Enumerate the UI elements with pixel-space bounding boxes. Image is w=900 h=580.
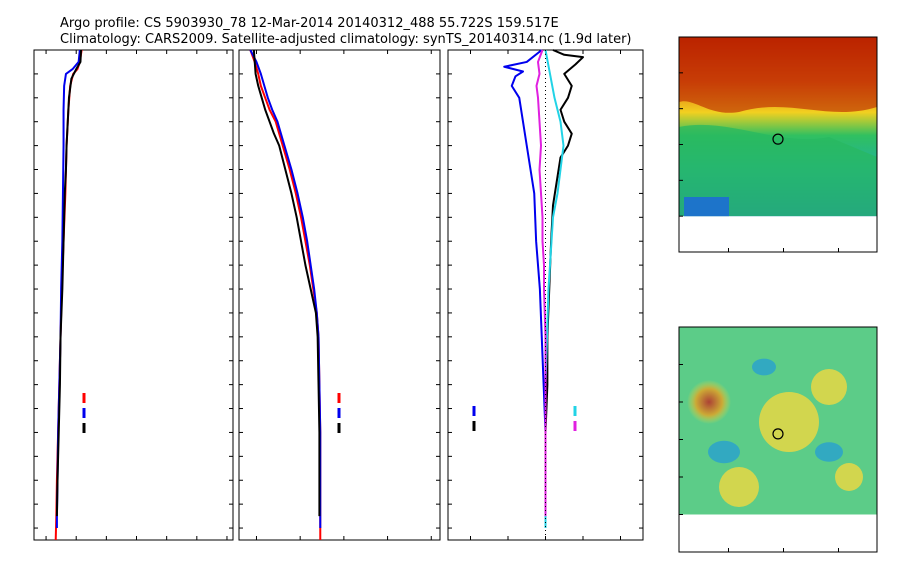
difference-panel xyxy=(447,49,644,541)
plot-frame xyxy=(238,49,441,541)
series-line-argo-raw-qc xyxy=(252,49,321,517)
float-position-marker xyxy=(772,133,784,145)
series-line-argo-raw-qc xyxy=(55,49,83,517)
sla-anomaly xyxy=(719,467,759,507)
sla-low xyxy=(708,440,740,464)
sla-anomaly xyxy=(811,369,847,405)
sla-anomaly xyxy=(759,392,819,452)
sst-map-panel xyxy=(678,36,878,253)
warm-region xyxy=(679,37,877,113)
salinity-panel xyxy=(238,49,441,541)
cool-region xyxy=(679,124,877,217)
series-line-t-satellite xyxy=(503,49,547,529)
sla-low xyxy=(815,442,843,462)
sla-anomaly xyxy=(835,463,863,491)
temperature-panel xyxy=(33,49,234,541)
header-line-2: Climatology: CARS2009. Satellite-adjuste… xyxy=(60,32,632,47)
sla-map-panel xyxy=(678,326,878,553)
float-position-marker xyxy=(772,428,784,440)
series-line-s-argo-adj xyxy=(535,49,547,517)
header-line-1: Argo profile: CS 5903930_78 12-Mar-2014 … xyxy=(60,16,559,31)
series-line-t-argo-adj xyxy=(544,49,584,517)
cold-patch xyxy=(684,197,729,217)
sla-anomaly xyxy=(687,380,731,424)
sla-low xyxy=(752,358,776,376)
